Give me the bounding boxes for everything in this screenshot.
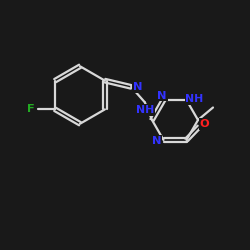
- Text: NH: NH: [136, 105, 154, 115]
- Text: N: N: [133, 82, 142, 92]
- Text: O: O: [200, 119, 209, 129]
- Text: F: F: [27, 104, 34, 115]
- Text: N: N: [152, 136, 161, 146]
- Text: N: N: [158, 90, 167, 101]
- Text: NH: NH: [186, 94, 204, 104]
